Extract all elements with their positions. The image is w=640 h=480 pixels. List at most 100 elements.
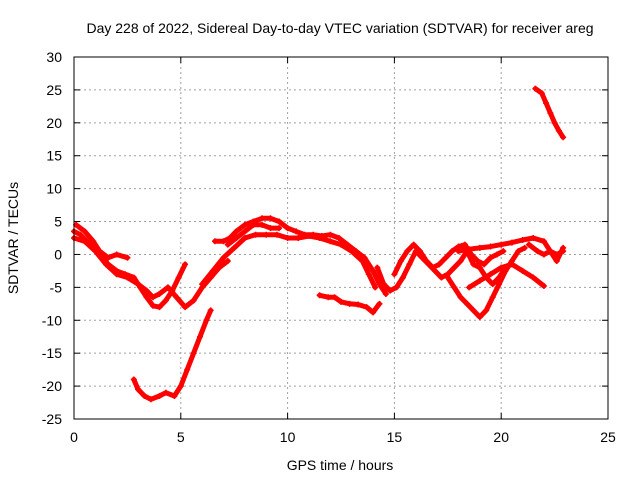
x-tick-label: 20: [493, 429, 509, 445]
data-point: [141, 392, 148, 399]
data-point: [190, 350, 197, 357]
data-point: [387, 287, 394, 294]
data-point: [374, 264, 381, 271]
data-point: [534, 248, 541, 255]
data-point: [461, 241, 468, 248]
data-point: [147, 396, 154, 403]
data-point: [220, 254, 227, 261]
data-point: [476, 264, 483, 271]
data-point: [81, 228, 88, 235]
data-point: [370, 267, 377, 274]
data-point: [164, 284, 171, 291]
data-point: [241, 221, 248, 228]
data-point: [397, 258, 404, 265]
data-point: [124, 274, 131, 281]
data-point: [241, 235, 248, 241]
y-tick-label: 30: [46, 49, 62, 65]
data-point: [327, 231, 334, 238]
data-point: [224, 258, 231, 265]
data-point: [429, 264, 436, 271]
data-point: [258, 221, 265, 228]
data-point: [363, 304, 370, 311]
data-point: [498, 241, 505, 248]
data-point: [113, 251, 120, 258]
data-point: [211, 238, 218, 245]
series-arc-1: [71, 228, 188, 310]
data-point: [540, 283, 547, 290]
x-tick-label: 25: [600, 429, 616, 445]
y-tick-label: 15: [46, 148, 62, 164]
data-point: [464, 300, 471, 307]
data-point: [135, 281, 142, 288]
data-point: [547, 109, 554, 116]
data-point: [423, 258, 430, 265]
data-point: [359, 258, 366, 265]
data-point: [252, 231, 259, 238]
data-point: [519, 236, 526, 243]
data-point: [498, 264, 505, 271]
y-tick-label: 5: [54, 214, 62, 230]
data-point: [519, 267, 526, 274]
data-point: [553, 251, 560, 258]
data-point: [532, 85, 539, 92]
data-point: [489, 294, 496, 301]
plot-frame: [73, 56, 609, 420]
data-point: [77, 231, 84, 238]
data-point: [331, 294, 338, 301]
data-point: [113, 271, 120, 278]
data-point: [156, 290, 163, 297]
series-arc-12: [466, 261, 547, 290]
data-point: [547, 248, 554, 255]
data-point: [143, 287, 150, 294]
data-point: [391, 271, 398, 278]
data-point: [489, 281, 496, 288]
data-point: [406, 261, 413, 268]
data-point: [96, 248, 103, 255]
data-point: [508, 239, 515, 246]
data-point: [540, 238, 547, 245]
data-point: [162, 297, 169, 304]
data-point: [267, 225, 274, 232]
data-point: [502, 267, 509, 274]
data-point: [436, 261, 443, 268]
data-point: [203, 317, 210, 324]
data-point: [355, 301, 362, 308]
data-point: [81, 238, 88, 245]
data-point: [521, 244, 528, 251]
x-tick-label: 5: [177, 429, 185, 445]
data-point: [338, 241, 344, 248]
data-point: [258, 215, 265, 222]
data-point: [466, 246, 473, 253]
data-point: [496, 281, 503, 288]
data-point: [538, 90, 545, 97]
x-tick-label: 10: [280, 429, 296, 445]
data-point: [130, 376, 137, 383]
data-point: [476, 313, 483, 320]
data-point: [468, 251, 475, 258]
data-point: [455, 248, 462, 255]
y-tick-label: -10: [42, 312, 62, 328]
data-point: [233, 228, 240, 235]
data-point: [220, 238, 227, 245]
series-arc-5: [212, 215, 389, 297]
y-tick-label: -20: [42, 378, 62, 394]
data-point: [365, 271, 372, 278]
y-tick-label: 20: [46, 115, 62, 131]
data-point: [327, 238, 334, 245]
data-layer: [71, 85, 567, 403]
x-tick-label: 15: [387, 429, 403, 445]
data-point: [543, 100, 550, 107]
data-point: [560, 134, 567, 141]
y-axis-label: SDTVAR / TECUs: [5, 182, 21, 294]
data-point: [190, 297, 197, 304]
tick-layer: 0 5 10 15 20 25 -25 -20 -15 -10 -5 0 5 10 15 20 25 30: [42, 49, 616, 445]
data-point: [404, 248, 411, 255]
data-point: [457, 258, 464, 265]
data-point: [184, 366, 191, 373]
data-point: [560, 248, 567, 255]
data-point: [493, 251, 500, 258]
data-point: [444, 274, 451, 281]
data-point: [451, 264, 458, 271]
y-tick-label: 0: [54, 246, 62, 262]
